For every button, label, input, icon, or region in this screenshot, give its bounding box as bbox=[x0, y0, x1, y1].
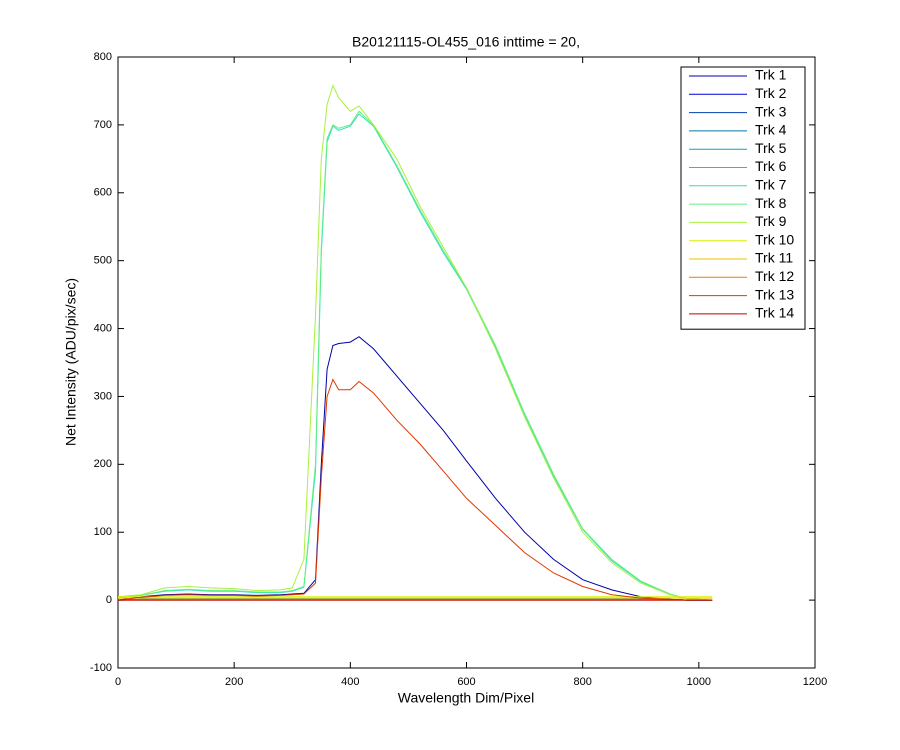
x-tick-label: 800 bbox=[573, 676, 591, 688]
y-tick-label: 800 bbox=[94, 51, 112, 63]
x-tick-label: 1000 bbox=[687, 676, 711, 688]
y-axis-label: Net Intensity (ADU/pix/sec) bbox=[63, 278, 79, 446]
x-axis-label: Wavelength Dim/Pixel bbox=[398, 690, 534, 706]
legend-label: Trk 6 bbox=[755, 158, 787, 174]
y-tick-label: 500 bbox=[94, 255, 112, 267]
x-tick-label: 1200 bbox=[803, 676, 827, 688]
y-tick-label: 300 bbox=[94, 390, 112, 402]
x-tick-label: 0 bbox=[115, 676, 121, 688]
y-tick-label: 400 bbox=[94, 322, 112, 334]
x-tick-label: 200 bbox=[225, 676, 243, 688]
legend-label: Trk 2 bbox=[755, 85, 787, 101]
legend-label: Trk 7 bbox=[755, 177, 787, 193]
y-tick-label: 600 bbox=[94, 187, 112, 199]
legend-label: Trk 10 bbox=[755, 231, 794, 247]
y-tick-label: 700 bbox=[94, 119, 112, 131]
y-tick-label: 100 bbox=[94, 526, 112, 538]
series-line bbox=[117, 84, 713, 601]
legend-box bbox=[680, 66, 806, 330]
legend-label: Trk 4 bbox=[755, 122, 787, 138]
chart-title: B20121115-OL455_016 inttime = 20, bbox=[352, 34, 580, 50]
series-line bbox=[117, 336, 713, 601]
y-tick-label: 200 bbox=[94, 458, 112, 470]
legend-label: Trk 1 bbox=[755, 67, 787, 83]
series-line bbox=[117, 113, 713, 601]
legend-label: Trk 11 bbox=[755, 250, 793, 266]
y-tick-label: -100 bbox=[90, 662, 112, 674]
legend-label: Trk 3 bbox=[755, 103, 787, 119]
legend-label: Trk 12 bbox=[755, 268, 794, 284]
legend-label: Trk 9 bbox=[755, 213, 787, 229]
series-line bbox=[117, 378, 713, 601]
x-tick-label: 600 bbox=[457, 676, 475, 688]
y-tick-label: 0 bbox=[106, 594, 112, 606]
series-line bbox=[117, 598, 713, 601]
legend-label: Trk 5 bbox=[755, 140, 787, 156]
x-tick-label: 400 bbox=[341, 676, 359, 688]
legend-label: Trk 14 bbox=[755, 305, 794, 321]
legend-label: Trk 8 bbox=[755, 195, 787, 211]
legend-label: Trk 13 bbox=[755, 286, 794, 302]
series-line bbox=[117, 110, 713, 601]
